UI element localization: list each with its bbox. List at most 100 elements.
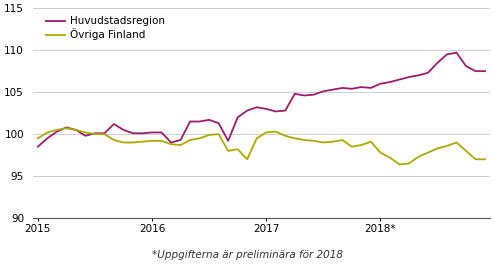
Huvudstadsregion [330,88,336,91]
Legend: Huvudstadsregion, Övriga Finland: Huvudstadsregion, Övriga Finland [43,13,168,44]
Huvudstadsregion [397,78,403,81]
Huvudstadsregion [273,110,279,113]
Huvudstadsregion [301,94,307,97]
Huvudstadsregion [453,51,459,54]
Övriga Finland [206,133,212,136]
Huvudstadsregion [444,53,450,56]
Huvudstadsregion [63,126,69,129]
Övriga Finland [139,140,145,143]
Huvudstadsregion [254,106,260,109]
Övriga Finland [415,155,421,158]
Huvudstadsregion [292,92,298,95]
Huvudstadsregion [130,132,136,135]
Övriga Finland [292,137,298,140]
Övriga Finland [187,138,193,142]
Övriga Finland [63,127,69,130]
Övriga Finland [263,131,269,134]
Huvudstadsregion [406,76,412,79]
Huvudstadsregion [359,86,365,89]
Övriga Finland [425,151,431,154]
Övriga Finland [235,148,241,151]
Övriga Finland [482,158,488,161]
Huvudstadsregion [482,69,488,73]
Övriga Finland [453,141,459,144]
Övriga Finland [44,131,50,134]
Övriga Finland [444,144,450,147]
Huvudstadsregion [339,86,345,90]
Övriga Finland [377,151,383,154]
Övriga Finland [349,145,355,148]
Övriga Finland [73,128,79,131]
Huvudstadsregion [235,116,241,119]
Övriga Finland [130,141,136,144]
Övriga Finland [406,162,412,165]
Övriga Finland [435,147,441,150]
Huvudstadsregion [187,120,193,123]
Huvudstadsregion [415,74,421,77]
Huvudstadsregion [92,132,98,135]
Övriga Finland [311,139,317,142]
Huvudstadsregion [197,120,203,123]
Huvudstadsregion [387,81,393,84]
Huvudstadsregion [377,82,383,85]
Övriga Finland [359,143,365,147]
Övriga Finland [273,130,279,133]
Huvudstadsregion [178,138,184,142]
Övriga Finland [197,137,203,140]
Övriga Finland [149,139,155,142]
Övriga Finland [101,132,107,136]
Huvudstadsregion [82,134,88,137]
Huvudstadsregion [349,87,355,90]
Huvudstadsregion [225,139,231,142]
Övriga Finland [320,141,326,144]
Övriga Finland [330,140,336,143]
Huvudstadsregion [168,141,174,144]
Huvudstadsregion [425,71,431,74]
Huvudstadsregion [54,130,60,133]
Line: Huvudstadsregion: Huvudstadsregion [38,53,485,147]
Övriga Finland [92,132,98,136]
Huvudstadsregion [73,128,79,131]
Huvudstadsregion [111,122,117,126]
Huvudstadsregion [368,86,374,90]
Huvudstadsregion [159,131,165,134]
Övriga Finland [397,163,403,166]
Övriga Finland [168,143,174,146]
Övriga Finland [339,138,345,142]
Övriga Finland [159,139,165,142]
Huvudstadsregion [473,69,479,73]
Huvudstadsregion [263,107,269,111]
Övriga Finland [82,131,88,134]
Huvudstadsregion [206,118,212,121]
Huvudstadsregion [44,137,50,140]
Övriga Finland [244,158,250,161]
Huvudstadsregion [121,128,126,131]
Övriga Finland [368,140,374,143]
Övriga Finland [121,141,126,144]
Text: *Uppgifterna är preliminära för 2018: *Uppgifterna är preliminära för 2018 [152,250,342,260]
Huvudstadsregion [35,145,41,148]
Huvudstadsregion [244,109,250,112]
Övriga Finland [282,134,288,137]
Huvudstadsregion [139,132,145,135]
Huvudstadsregion [149,131,155,134]
Övriga Finland [463,149,469,152]
Övriga Finland [111,138,117,142]
Line: Övriga Finland: Övriga Finland [38,128,485,164]
Övriga Finland [35,137,41,140]
Övriga Finland [301,138,307,142]
Övriga Finland [216,132,222,136]
Huvudstadsregion [320,90,326,93]
Övriga Finland [387,156,393,159]
Huvudstadsregion [311,93,317,96]
Övriga Finland [178,143,184,147]
Huvudstadsregion [101,132,107,135]
Huvudstadsregion [463,64,469,68]
Övriga Finland [254,137,260,140]
Övriga Finland [225,149,231,152]
Övriga Finland [54,128,60,131]
Huvudstadsregion [282,109,288,112]
Huvudstadsregion [435,61,441,64]
Huvudstadsregion [216,122,222,125]
Övriga Finland [473,158,479,161]
